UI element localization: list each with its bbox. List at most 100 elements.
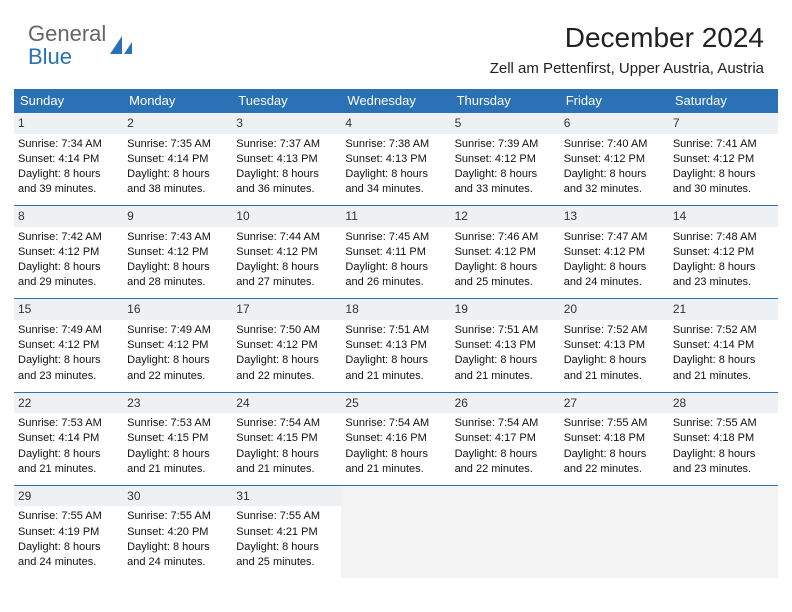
daylight-line: and 21 minutes. xyxy=(345,462,446,477)
location-subtitle: Zell am Pettenfirst, Upper Austria, Aust… xyxy=(490,60,764,77)
sunset-line: Sunset: 4:12 PM xyxy=(673,152,774,167)
calendar-day-cell: 20Sunrise: 7:52 AMSunset: 4:13 PMDayligh… xyxy=(560,299,669,391)
daylight-line: Daylight: 8 hours xyxy=(673,447,774,462)
daylight-line: and 22 minutes. xyxy=(455,462,556,477)
daylight-line: Daylight: 8 hours xyxy=(127,353,228,368)
daylight-line: Daylight: 8 hours xyxy=(18,260,119,275)
calendar-week: 1Sunrise: 7:34 AMSunset: 4:14 PMDaylight… xyxy=(14,113,778,205)
daylight-line: and 22 minutes. xyxy=(236,369,337,384)
calendar-day-cell: 22Sunrise: 7:53 AMSunset: 4:14 PMDayligh… xyxy=(14,393,123,485)
daylight-line: and 34 minutes. xyxy=(345,182,446,197)
calendar-day-cell: 2Sunrise: 7:35 AMSunset: 4:14 PMDaylight… xyxy=(123,113,232,205)
dayname-header: Friday xyxy=(560,89,669,113)
daylight-line: Daylight: 8 hours xyxy=(455,260,556,275)
daylight-line: and 22 minutes. xyxy=(564,462,665,477)
daylight-line: and 24 minutes. xyxy=(127,555,228,570)
calendar-day-cell: 30Sunrise: 7:55 AMSunset: 4:20 PMDayligh… xyxy=(123,486,232,578)
sunrise-line: Sunrise: 7:49 AM xyxy=(18,323,119,338)
calendar-day-cell: 27Sunrise: 7:55 AMSunset: 4:18 PMDayligh… xyxy=(560,393,669,485)
sunrise-line: Sunrise: 7:39 AM xyxy=(455,137,556,152)
daylight-line: and 24 minutes. xyxy=(18,555,119,570)
sunset-line: Sunset: 4:12 PM xyxy=(127,245,228,260)
sunset-line: Sunset: 4:13 PM xyxy=(345,338,446,353)
sunset-line: Sunset: 4:12 PM xyxy=(236,245,337,260)
sunrise-line: Sunrise: 7:43 AM xyxy=(127,230,228,245)
daylight-line: and 21 minutes. xyxy=(18,462,119,477)
calendar-day-cell: 28Sunrise: 7:55 AMSunset: 4:18 PMDayligh… xyxy=(669,393,778,485)
daylight-line: Daylight: 8 hours xyxy=(455,447,556,462)
sunset-line: Sunset: 4:11 PM xyxy=(345,245,446,260)
page-header: General Blue December 2024 Zell am Pette… xyxy=(0,0,792,81)
sunrise-line: Sunrise: 7:44 AM xyxy=(236,230,337,245)
daylight-line: and 32 minutes. xyxy=(564,182,665,197)
calendar-day-cell xyxy=(341,486,450,578)
daylight-line: and 21 minutes. xyxy=(455,369,556,384)
day-number: 18 xyxy=(341,299,450,320)
day-number: 7 xyxy=(669,113,778,134)
calendar-day-cell: 13Sunrise: 7:47 AMSunset: 4:12 PMDayligh… xyxy=(560,206,669,298)
daylight-line: and 26 minutes. xyxy=(345,275,446,290)
day-number: 9 xyxy=(123,206,232,227)
daylight-line: Daylight: 8 hours xyxy=(127,167,228,182)
sunset-line: Sunset: 4:19 PM xyxy=(18,525,119,540)
daylight-line: Daylight: 8 hours xyxy=(673,167,774,182)
daylight-line: and 33 minutes. xyxy=(455,182,556,197)
calendar-day-cell: 1Sunrise: 7:34 AMSunset: 4:14 PMDaylight… xyxy=(14,113,123,205)
calendar-day-cell: 5Sunrise: 7:39 AMSunset: 4:12 PMDaylight… xyxy=(451,113,560,205)
day-number: 27 xyxy=(560,393,669,414)
sunrise-line: Sunrise: 7:48 AM xyxy=(673,230,774,245)
daylight-line: Daylight: 8 hours xyxy=(455,167,556,182)
sunrise-line: Sunrise: 7:45 AM xyxy=(345,230,446,245)
daylight-line: and 39 minutes. xyxy=(18,182,119,197)
calendar-day-cell: 12Sunrise: 7:46 AMSunset: 4:12 PMDayligh… xyxy=(451,206,560,298)
sunrise-line: Sunrise: 7:35 AM xyxy=(127,137,228,152)
day-number: 1 xyxy=(14,113,123,134)
daylight-line: and 23 minutes. xyxy=(673,275,774,290)
sunrise-line: Sunrise: 7:52 AM xyxy=(564,323,665,338)
sunset-line: Sunset: 4:12 PM xyxy=(127,338,228,353)
daylight-line: and 28 minutes. xyxy=(127,275,228,290)
calendar-day-cell: 14Sunrise: 7:48 AMSunset: 4:12 PMDayligh… xyxy=(669,206,778,298)
calendar-day-cell xyxy=(451,486,560,578)
daylight-line: Daylight: 8 hours xyxy=(127,540,228,555)
daylight-line: Daylight: 8 hours xyxy=(236,540,337,555)
sunset-line: Sunset: 4:17 PM xyxy=(455,431,556,446)
daylight-line: Daylight: 8 hours xyxy=(127,447,228,462)
daylight-line: Daylight: 8 hours xyxy=(564,167,665,182)
sunrise-line: Sunrise: 7:55 AM xyxy=(236,509,337,524)
calendar-day-cell: 18Sunrise: 7:51 AMSunset: 4:13 PMDayligh… xyxy=(341,299,450,391)
sunrise-line: Sunrise: 7:38 AM xyxy=(345,137,446,152)
daylight-line: Daylight: 8 hours xyxy=(673,260,774,275)
logo: General Blue xyxy=(28,22,134,68)
sunrise-line: Sunrise: 7:42 AM xyxy=(18,230,119,245)
sunrise-line: Sunrise: 7:37 AM xyxy=(236,137,337,152)
daylight-line: Daylight: 8 hours xyxy=(236,260,337,275)
calendar-day-cell: 9Sunrise: 7:43 AMSunset: 4:12 PMDaylight… xyxy=(123,206,232,298)
sunset-line: Sunset: 4:12 PM xyxy=(564,152,665,167)
month-title: December 2024 xyxy=(490,22,764,54)
daylight-line: and 21 minutes. xyxy=(564,369,665,384)
title-block: December 2024 Zell am Pettenfirst, Upper… xyxy=(490,22,764,77)
daylight-line: Daylight: 8 hours xyxy=(455,353,556,368)
sunset-line: Sunset: 4:12 PM xyxy=(455,245,556,260)
calendar-day-cell: 29Sunrise: 7:55 AMSunset: 4:19 PMDayligh… xyxy=(14,486,123,578)
dayname-row: SundayMondayTuesdayWednesdayThursdayFrid… xyxy=(14,89,778,113)
day-number: 24 xyxy=(232,393,341,414)
day-number: 6 xyxy=(560,113,669,134)
daylight-line: and 25 minutes. xyxy=(236,555,337,570)
sunset-line: Sunset: 4:18 PM xyxy=(673,431,774,446)
daylight-line: and 21 minutes. xyxy=(127,462,228,477)
day-number: 10 xyxy=(232,206,341,227)
calendar-week: 15Sunrise: 7:49 AMSunset: 4:12 PMDayligh… xyxy=(14,298,778,391)
daylight-line: and 21 minutes. xyxy=(673,369,774,384)
calendar-day-cell: 23Sunrise: 7:53 AMSunset: 4:15 PMDayligh… xyxy=(123,393,232,485)
sunrise-line: Sunrise: 7:50 AM xyxy=(236,323,337,338)
daylight-line: Daylight: 8 hours xyxy=(345,167,446,182)
daylight-line: and 27 minutes. xyxy=(236,275,337,290)
sunset-line: Sunset: 4:14 PM xyxy=(673,338,774,353)
daylight-line: Daylight: 8 hours xyxy=(564,447,665,462)
sunset-line: Sunset: 4:13 PM xyxy=(564,338,665,353)
daylight-line: and 36 minutes. xyxy=(236,182,337,197)
dayname-header: Monday xyxy=(123,89,232,113)
sunset-line: Sunset: 4:15 PM xyxy=(236,431,337,446)
